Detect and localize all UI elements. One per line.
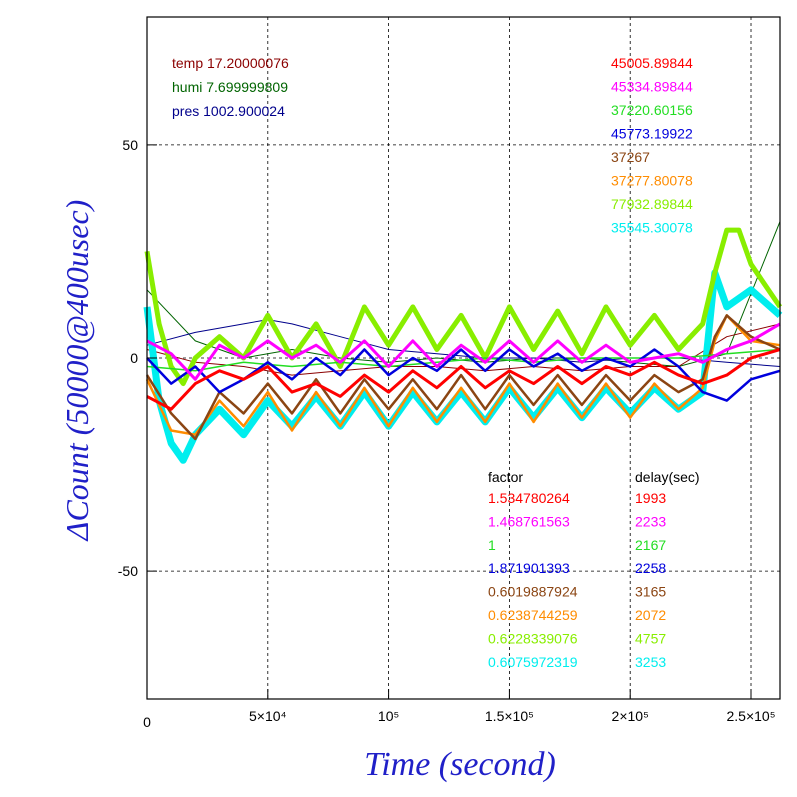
y-axis-title: ΔCount (50000@400usec) [59,200,95,543]
series-line-1 [146,348,781,411]
series-delay: 3253 [635,654,666,670]
series-factor: 0.6075972319 [488,654,578,670]
x-tick-label: 10⁵ [378,708,399,724]
series-mean-label: 77932.89844 [611,196,693,212]
series-layer [143,221,783,464]
env-legend-item: pres 1002.900024 [172,103,285,119]
temperature-line [146,323,781,376]
series-factor: 1.468761563 [488,513,570,529]
series-delay: 3165 [635,584,666,600]
series-mean-label: 45005.89844 [611,55,693,71]
x-tick-label: 1.5×10⁵ [485,708,534,724]
factor-header: factor [488,469,523,485]
x-tick-label: 5×10⁴ [249,708,287,724]
env-legend-item: humi 7.699999809 [172,79,288,95]
series-delay: 1993 [635,490,666,506]
series-delay: 2258 [635,560,666,576]
delay-header: delay(sec) [635,469,700,485]
series-line-2 [146,322,781,381]
x-tick-label: 0 [143,714,151,730]
series-factor: 0.6228339076 [488,630,578,646]
series-factor: 0.6019887924 [488,584,578,600]
series-line-7 [144,227,783,387]
x-axis-title: Time (second) [364,746,556,783]
series-delay: 2167 [635,537,666,553]
series-delay: 2233 [635,513,666,529]
environment-legend: temp 17.20000076 humi 7.699999809 pres 100… [172,55,289,119]
axis-ticks: 0 5×10⁴ 10⁵ 1.5×10⁵ 2×10⁵ 2.5×10⁵ 50 0 -50 [118,137,776,730]
y-tick-label: 0 [130,350,138,366]
y-tick-label: -50 [118,563,138,579]
series-line-3 [146,348,781,372]
series-mean-label: 37267 [611,149,650,165]
series-line-6 [145,314,781,436]
y-tick-label: 50 [122,137,138,153]
series-mean-label: 37220.60156 [611,102,693,118]
series-mean-label: 45334.89844 [611,79,693,95]
series-mean-label: 35545.30078 [611,220,693,236]
series-delay: 4757 [635,630,666,646]
series-mean-label: 45773.19922 [611,126,693,142]
series-mean-legend: 45005.89844 45334.89844 37220.60156 45773.1… [611,55,693,236]
series-factor: 0.6238744259 [488,607,578,623]
series-line-5 [145,314,781,441]
series-factor: 1.871901393 [488,560,570,576]
x-tick-label: 2.5×10⁵ [726,708,775,724]
series-mean-label: 37277.80078 [611,173,693,189]
factor-delay-table: factor delay(sec) 1.534780264 1993 1.46876… [488,469,700,670]
env-legend-item: temp 17.20000076 [172,55,289,71]
series-delay: 2072 [635,607,666,623]
series-factor: 1.534780264 [488,490,570,506]
x-tick-label: 2×10⁵ [612,708,649,724]
series-factor: 1 [488,537,496,553]
